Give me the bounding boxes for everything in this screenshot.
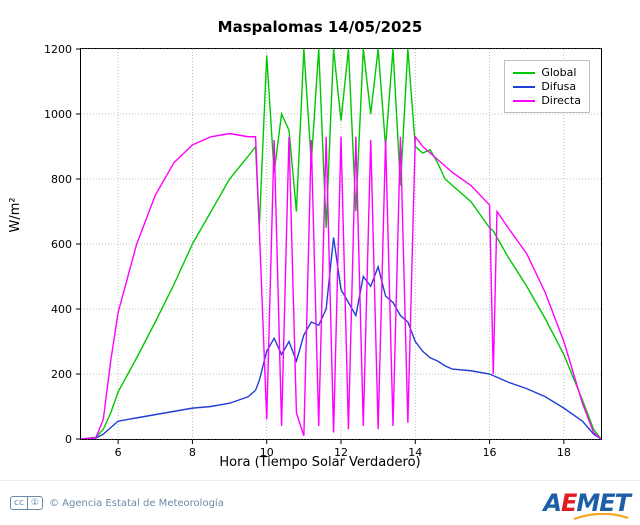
- chart-container: Maspalomas 14/05/2025 W/m² Hora (Tiempo …: [0, 0, 640, 480]
- copyright-text: © Agencia Estatal de Meteorología: [49, 498, 224, 509]
- legend: GlobalDifusaDirecta: [504, 60, 590, 113]
- cc-icon: cc①: [10, 496, 43, 510]
- logo-swoosh-icon: [572, 513, 630, 521]
- legend-label: Difusa: [541, 80, 576, 93]
- footer-attribution: cc① © Agencia Estatal de Meteorología: [10, 496, 224, 510]
- svg-text:8: 8: [189, 446, 196, 459]
- aemet-logo: A E MET: [543, 489, 630, 517]
- legend-label: Global: [541, 66, 576, 79]
- legend-item-difusa: Difusa: [513, 80, 581, 93]
- legend-item-global: Global: [513, 66, 581, 79]
- svg-text:10: 10: [260, 446, 274, 459]
- svg-text:18: 18: [557, 446, 571, 459]
- svg-text:400: 400: [51, 303, 72, 316]
- y-axis-label: W/m²: [8, 197, 23, 232]
- footer: cc① © Agencia Estatal de Meteorología A …: [0, 480, 640, 525]
- svg-text:600: 600: [51, 238, 72, 251]
- legend-item-directa: Directa: [513, 94, 581, 107]
- chart-title: Maspalomas 14/05/2025: [0, 18, 640, 36]
- svg-text:12: 12: [334, 446, 348, 459]
- svg-text:16: 16: [483, 446, 497, 459]
- legend-swatch: [513, 100, 535, 102]
- svg-text:1200: 1200: [44, 43, 72, 56]
- legend-label: Directa: [541, 94, 581, 107]
- svg-text:1000: 1000: [44, 108, 72, 121]
- legend-swatch: [513, 72, 535, 74]
- legend-swatch: [513, 86, 535, 88]
- svg-text:14: 14: [408, 446, 422, 459]
- svg-text:800: 800: [51, 173, 72, 186]
- x-axis-label: Hora (Tiempo Solar Verdadero): [0, 455, 640, 470]
- series-difusa: [81, 238, 601, 440]
- logo-a: A: [543, 489, 561, 517]
- svg-text:6: 6: [115, 446, 122, 459]
- svg-text:200: 200: [51, 368, 72, 381]
- svg-text:0: 0: [65, 433, 72, 446]
